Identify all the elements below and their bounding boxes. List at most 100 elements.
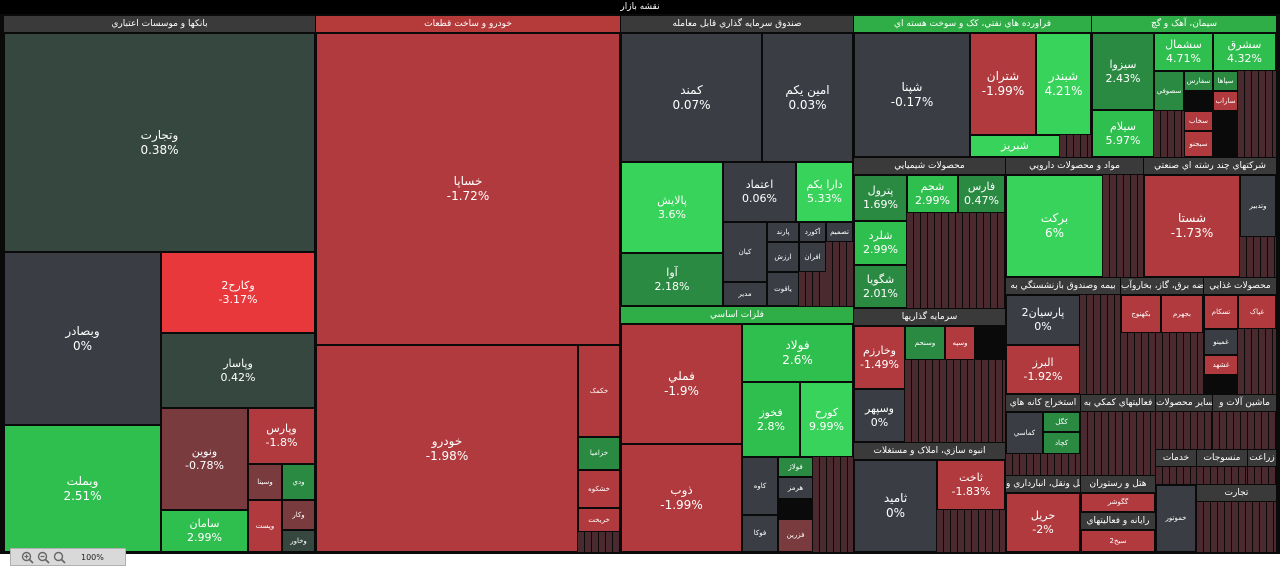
- tile-khshakheh[interactable]: خشکوه: [578, 470, 620, 508]
- tile-tamid[interactable]: ثاميد 0%: [854, 460, 937, 552]
- tile-aminyekom[interactable]: امين يکم 0.03%: [762, 33, 853, 162]
- sector-header-transport[interactable]: حمل ونقل، انبارداري و: [1006, 476, 1080, 492]
- tile-khmohraz[interactable]: خموتور: [1156, 485, 1196, 552]
- sector-header-textiles[interactable]: منسوجات: [1197, 450, 1247, 466]
- tile-saman[interactable]: سامان 2.99%: [161, 510, 248, 552]
- tile-khodro[interactable]: خودرو -1.98%: [316, 345, 578, 552]
- tile-sakhab[interactable]: سخاب: [1184, 111, 1213, 131]
- tile-shbandar[interactable]: شبندر 4.21%: [1036, 33, 1091, 135]
- sector-header-etf[interactable]: صندوق سرمايه گذاري قابل معامله: [621, 16, 853, 32]
- tile-kchad[interactable]: کچاد: [1043, 432, 1080, 454]
- tile-arzesh[interactable]: ارزش: [767, 242, 799, 272]
- tile-folad[interactable]: فولاد 2.6%: [742, 324, 853, 382]
- tile-afran[interactable]: افران: [799, 242, 826, 272]
- tile-kaveh[interactable]: کاوه: [742, 457, 778, 515]
- sector-header-metals[interactable]: فلزات اساسي: [621, 307, 853, 323]
- tile-khkamak[interactable]: خکمک: [578, 345, 620, 437]
- tile-akord[interactable]: آکورد: [799, 222, 826, 242]
- tile-gagoshr[interactable]: گگوشر: [1081, 493, 1155, 512]
- tile-khrikht[interactable]: خريخت: [578, 508, 620, 532]
- tile-modir[interactable]: مدير: [723, 282, 767, 306]
- sector-header-chem[interactable]: محصولات شيميايي: [854, 158, 1005, 174]
- tile-firoza[interactable]: فزرين: [778, 519, 813, 552]
- sector-header-pharma[interactable]: مواد و محصولات دارويي: [1006, 158, 1143, 174]
- tile-ava[interactable]: آوا 2.18%: [621, 253, 723, 306]
- tile-sshomal[interactable]: سشمال 4.71%: [1154, 33, 1213, 71]
- tile-shlard[interactable]: شلرد 2.99%: [854, 221, 907, 265]
- zoom-reset-icon[interactable]: [53, 551, 66, 564]
- tile-vnovin[interactable]: ونوين -0.78%: [161, 408, 248, 510]
- sector-header-computer[interactable]: رايانه و فعاليتهاي: [1081, 513, 1155, 529]
- tile-silam[interactable]: سيلام 5.97%: [1092, 110, 1154, 157]
- sector-header-auto[interactable]: خودرو و ساخت قطعات: [316, 16, 620, 32]
- tile-tasmim[interactable]: تصميم: [826, 222, 853, 242]
- tile-khsapa[interactable]: خساپا -1.72%: [316, 33, 620, 345]
- tile-ssoufi[interactable]: سصوفي: [1154, 71, 1184, 111]
- tile-alborz[interactable]: البرز -1.92%: [1006, 345, 1080, 394]
- tile-kgol[interactable]: کگل: [1043, 412, 1080, 432]
- tile-vkhavar[interactable]: وخاور: [282, 530, 315, 552]
- tile-shjam[interactable]: شجم 2.99%: [907, 175, 958, 213]
- tile-sikh2[interactable]: سيخ2: [1081, 530, 1155, 552]
- zoom-out-icon[interactable]: [37, 551, 50, 564]
- tile-palaysh[interactable]: پالايش 3.6%: [621, 162, 723, 253]
- sector-header-banks[interactable]: بانکها و موسسات اعتباري: [4, 16, 315, 32]
- tile-kmasi[interactable]: کماسي: [1006, 412, 1043, 454]
- sector-header-utilities[interactable]: عرضه برق، گاز، بخاروآب: [1121, 278, 1203, 294]
- sector-header-invest[interactable]: سرمايه گذاريها: [854, 309, 1005, 325]
- tile-vbmelat[interactable]: وبملت 2.51%: [4, 425, 161, 552]
- tile-ghmino[interactable]: غمينو: [1204, 329, 1238, 355]
- tile-darayekom[interactable]: دارا يکم 5.33%: [796, 162, 853, 222]
- sector-header-support[interactable]: فعاليتهاي کمکي به: [1081, 395, 1155, 411]
- tile-bbaher[interactable]: بجهرم: [1161, 295, 1203, 333]
- sector-header-insurance[interactable]: بيمه وصندوق بازنشستگي به: [1006, 278, 1120, 294]
- sector-header-realestate[interactable]: انبوه سازي، املاک و مستغلات: [854, 443, 1005, 459]
- tile-shgoya[interactable]: شگويا 2.01%: [854, 265, 907, 308]
- sector-header-services[interactable]: خدمات: [1156, 450, 1196, 466]
- tile-vpars[interactable]: وپارس -1.8%: [248, 408, 315, 464]
- tile-vkar[interactable]: وکار: [282, 500, 315, 530]
- sector-header-multi[interactable]: شرکتهاي چند رشته اي صنعتي: [1144, 158, 1276, 174]
- tile-shtran[interactable]: شتران -1.99%: [970, 33, 1036, 135]
- tile-vbsader[interactable]: وبصادر 0%: [4, 252, 161, 425]
- tile-fooka[interactable]: فوکا: [742, 515, 778, 552]
- tile-bkhoz[interactable]: بکهنوج: [1121, 295, 1161, 333]
- sector-header-mining[interactable]: استخراج کانه هاي: [1006, 395, 1080, 411]
- tile-ssharq[interactable]: سشرق 4.32%: [1213, 33, 1276, 71]
- tile-fars[interactable]: فارس 0.47%: [958, 175, 1005, 213]
- tile-parsian2[interactable]: پارسيان2 0%: [1006, 295, 1080, 345]
- tile-khzamia[interactable]: خزاميا: [578, 437, 620, 470]
- tile-fameli[interactable]: فملي -1.9%: [621, 324, 742, 444]
- tile-kamand[interactable]: کمند 0.07%: [621, 33, 762, 162]
- tile-vtadbir[interactable]: وتدبير: [1240, 175, 1276, 237]
- tile-vdi[interactable]: ودي: [282, 464, 315, 500]
- zoom-in-icon[interactable]: [21, 551, 34, 564]
- tile-ssafha[interactable]: سپاها: [1213, 71, 1238, 91]
- tile-tamkan[interactable]: تسکام: [1204, 295, 1238, 329]
- tile-etemad[interactable]: اعتماد 0.06%: [723, 162, 796, 222]
- tile-hril[interactable]: حريل -2%: [1006, 493, 1080, 552]
- sector-header-agri[interactable]: زراعت: [1248, 450, 1276, 466]
- tile-shbriz[interactable]: شبريز: [970, 135, 1060, 157]
- tile-shpna[interactable]: شپنا -0.17%: [854, 33, 970, 157]
- tile-fakhuz[interactable]: فخوز 2.8%: [742, 382, 800, 457]
- tile-vsandaj[interactable]: وسنحم: [905, 326, 945, 360]
- tile-zob[interactable]: ذوب -1.99%: [621, 444, 742, 552]
- tile-vsina[interactable]: وسينا: [248, 464, 282, 500]
- tile-kvorah[interactable]: کورح 9.99%: [800, 382, 853, 457]
- sector-header-cement[interactable]: سيمان، آهک و گچ: [1092, 16, 1276, 32]
- tile-parand[interactable]: پارند: [767, 222, 799, 242]
- tile-sfars[interactable]: سفارس: [1184, 71, 1213, 91]
- sector-header-other-products[interactable]: ساير محصولات: [1156, 395, 1212, 411]
- sector-header-oil[interactable]: فراورده هاي نفتي، کک و سوخت هسته اي: [854, 16, 1091, 32]
- tile-vkharazm[interactable]: وخارزم -1.49%: [854, 326, 905, 389]
- tile-vkarkh2[interactable]: وکارح2 -3.17%: [161, 252, 315, 333]
- tile-barkat[interactable]: برکت 6%: [1006, 175, 1103, 277]
- tile-sbojnu[interactable]: سبجنو: [1184, 131, 1213, 157]
- tile-vpasar[interactable]: وپاسار 0.42%: [161, 333, 315, 408]
- tile-vtejarat[interactable]: وتجارت 0.38%: [4, 33, 315, 252]
- tile-kian[interactable]: کيان: [723, 222, 767, 282]
- sector-header-trade[interactable]: تجارت: [1197, 485, 1276, 501]
- sector-header-machinery[interactable]: ماشين آلات و: [1213, 395, 1276, 411]
- tile-vsephar[interactable]: وسپهر 0%: [854, 389, 905, 442]
